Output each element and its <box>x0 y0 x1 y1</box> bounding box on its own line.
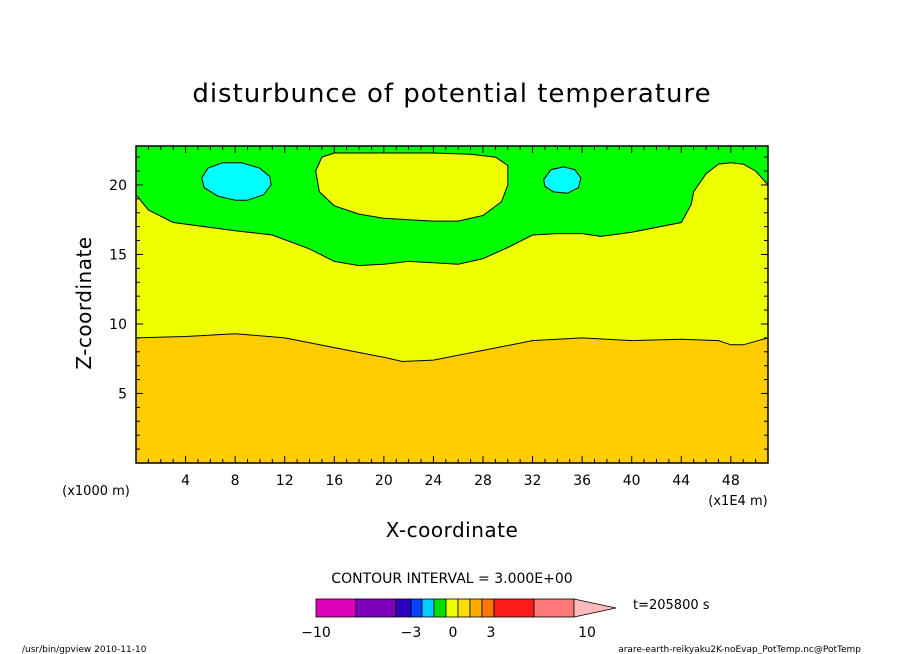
x-axis-label: X-coordinate <box>386 518 519 542</box>
y-scale-note: (x1000 m) <box>62 484 130 499</box>
x-tick-label: 44 <box>672 473 690 489</box>
colorbar-segment <box>315 598 357 618</box>
colorbar-segment <box>421 598 435 618</box>
footer-right: arare-earth-reikyaku2K-noEvap_PotTemp.nc… <box>618 645 861 654</box>
colorbar-segment <box>445 598 459 618</box>
contour-interval: CONTOUR INTERVAL = 3.000E+00 <box>331 571 572 587</box>
x-scale-note: (x1E4 m) <box>708 494 767 509</box>
colorbar-segment <box>493 598 535 618</box>
x-tick-label: 20 <box>375 473 393 489</box>
colorbar-segment <box>469 598 483 618</box>
colorbar-label: 0 <box>449 625 458 641</box>
x-tick-label: 12 <box>276 473 294 489</box>
colorbar-segment <box>433 598 447 618</box>
colorbar-segment <box>355 598 397 618</box>
x-tick-label: 4 <box>181 473 190 489</box>
x-tick-label: 32 <box>524 473 542 489</box>
region-cyan-right <box>543 166 582 194</box>
colorbar-segment <box>395 598 412 618</box>
plot-area <box>135 146 769 463</box>
colorbar-label: 3 <box>487 625 496 641</box>
colorbar-segment <box>481 598 495 618</box>
colorbar-arrow <box>573 598 617 618</box>
y-axis-label: Z-coordinate <box>72 236 96 369</box>
plot-frame <box>135 145 769 464</box>
x-tick-label: 28 <box>474 473 492 489</box>
chart-title: disturbunce of potential temperature <box>192 79 711 109</box>
x-tick-label: 16 <box>325 473 343 489</box>
x-tick-label: 48 <box>722 473 740 489</box>
x-tick-label: 36 <box>573 473 591 489</box>
region-cyan-left <box>201 162 272 201</box>
region-band-low <box>136 333 768 463</box>
y-tick-label: 15 <box>109 247 127 263</box>
colorbar-segment <box>457 598 471 618</box>
colorbar: −10 −3 0 3 10 <box>301 598 617 641</box>
colorbar-label: 10 <box>578 625 596 641</box>
x-tick-label: 8 <box>231 473 240 489</box>
colorbar-segment <box>410 598 423 618</box>
x-tick-label: 40 <box>623 473 641 489</box>
colorbar-segment <box>533 598 575 618</box>
y-tick-label: 5 <box>118 386 127 402</box>
y-tick-label: 10 <box>109 317 127 333</box>
contour-line-low <box>135 333 769 363</box>
colorbar-label: −3 <box>401 625 422 641</box>
time-label: t=205800 s <box>633 598 710 613</box>
x-tick-label: 24 <box>424 473 442 489</box>
footer-left: /usr/bin/gpview 2010-11-10 <box>22 645 147 654</box>
colorbar-label: −10 <box>301 625 331 641</box>
contour-line-mid <box>135 162 769 267</box>
y-tick-label: 20 <box>109 178 127 194</box>
